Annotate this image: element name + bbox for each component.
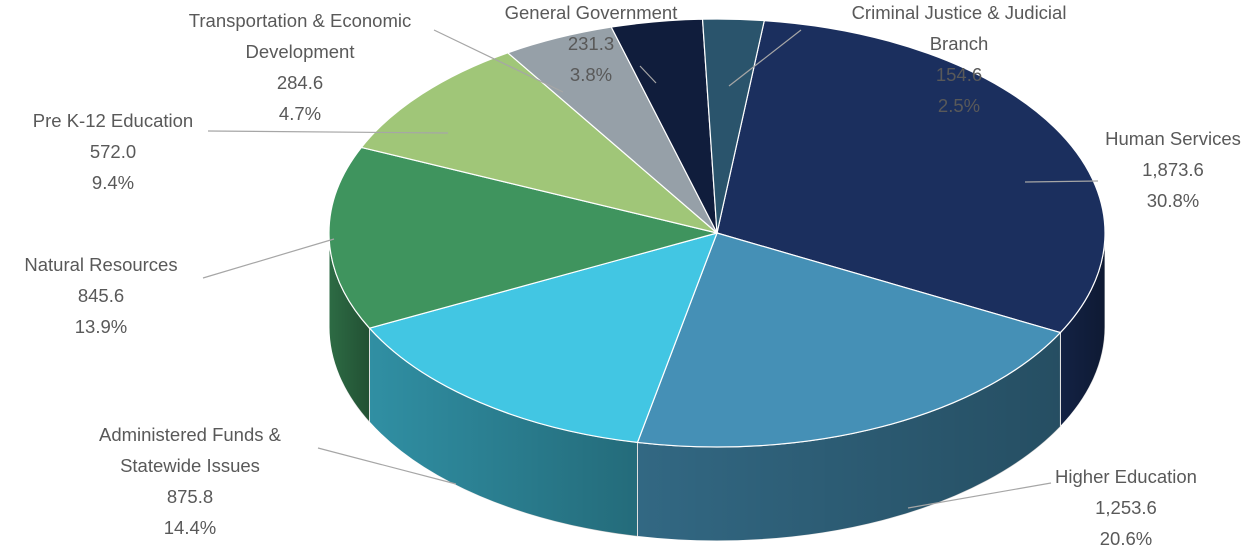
- percent-label-2: 14.4%: [164, 517, 216, 538]
- slice-side-shade-1: [637, 332, 1061, 541]
- category-label-3: Natural Resources: [24, 254, 177, 275]
- value-label-3: 845.6: [78, 285, 124, 306]
- slice-side-shade-2: [369, 328, 638, 537]
- slice-administered-funds-statewide-issues: [368, 232, 718, 444]
- category-label-7: Criminal Justice & Judicial: [852, 2, 1067, 23]
- leader-line-5: [433, 29, 564, 93]
- value-label-2: 875.8: [167, 486, 213, 507]
- category-label-5: Development: [245, 41, 354, 62]
- leader-line-6: [639, 65, 657, 84]
- slice-higher-education: [636, 232, 1062, 448]
- value-label-5: 284.6: [277, 72, 323, 93]
- value-label-7: 154.6: [936, 64, 982, 85]
- leader-line-1: [907, 482, 1052, 509]
- slice-criminal-justice-judicial-branch: [701, 18, 766, 234]
- leader-line-3: [202, 238, 335, 279]
- percent-label-7: 2.5%: [938, 95, 980, 116]
- leader-lines: [202, 29, 1099, 509]
- leader-line-7: [728, 29, 802, 87]
- category-label-1: Higher Education: [1055, 466, 1197, 487]
- slice-pre-k-12-education: [360, 52, 718, 234]
- percent-label-6: 3.8%: [570, 64, 612, 85]
- percent-label-1: 20.6%: [1100, 528, 1152, 549]
- category-label-7: Branch: [930, 33, 989, 54]
- percent-label-4: 9.4%: [92, 172, 134, 193]
- pie-tops: [328, 18, 1106, 448]
- value-label-1: 1,253.6: [1095, 497, 1157, 518]
- category-label-2: Statewide Issues: [120, 455, 260, 476]
- category-label-0: Human Services: [1105, 128, 1241, 149]
- slice-side-shade-3: [329, 233, 370, 423]
- value-label-4: 572.0: [90, 141, 136, 162]
- leader-line-0: [1024, 180, 1099, 183]
- pie-sides: [328, 232, 1106, 542]
- category-label-4: Pre K-12 Education: [33, 110, 193, 131]
- slice-natural-resources: [328, 146, 718, 329]
- category-label-6: General Government: [505, 2, 678, 23]
- data-labels: Human Services 1,873.6 30.8% Higher Educati…: [24, 2, 1240, 549]
- slice-human-services: [716, 19, 1106, 334]
- value-label-6: 231.3: [568, 33, 614, 54]
- percent-label-3: 13.9%: [75, 316, 127, 337]
- leader-line-4: [207, 130, 449, 134]
- value-label-0: 1,873.6: [1142, 159, 1204, 180]
- percent-label-5: 4.7%: [279, 103, 321, 124]
- percent-label-0: 30.8%: [1147, 190, 1199, 211]
- category-label-5: Transportation & Economic: [189, 10, 411, 31]
- leader-line-2: [317, 447, 457, 485]
- category-label-2: Administered Funds &: [99, 424, 282, 445]
- slice-side-shade-0: [1060, 233, 1105, 427]
